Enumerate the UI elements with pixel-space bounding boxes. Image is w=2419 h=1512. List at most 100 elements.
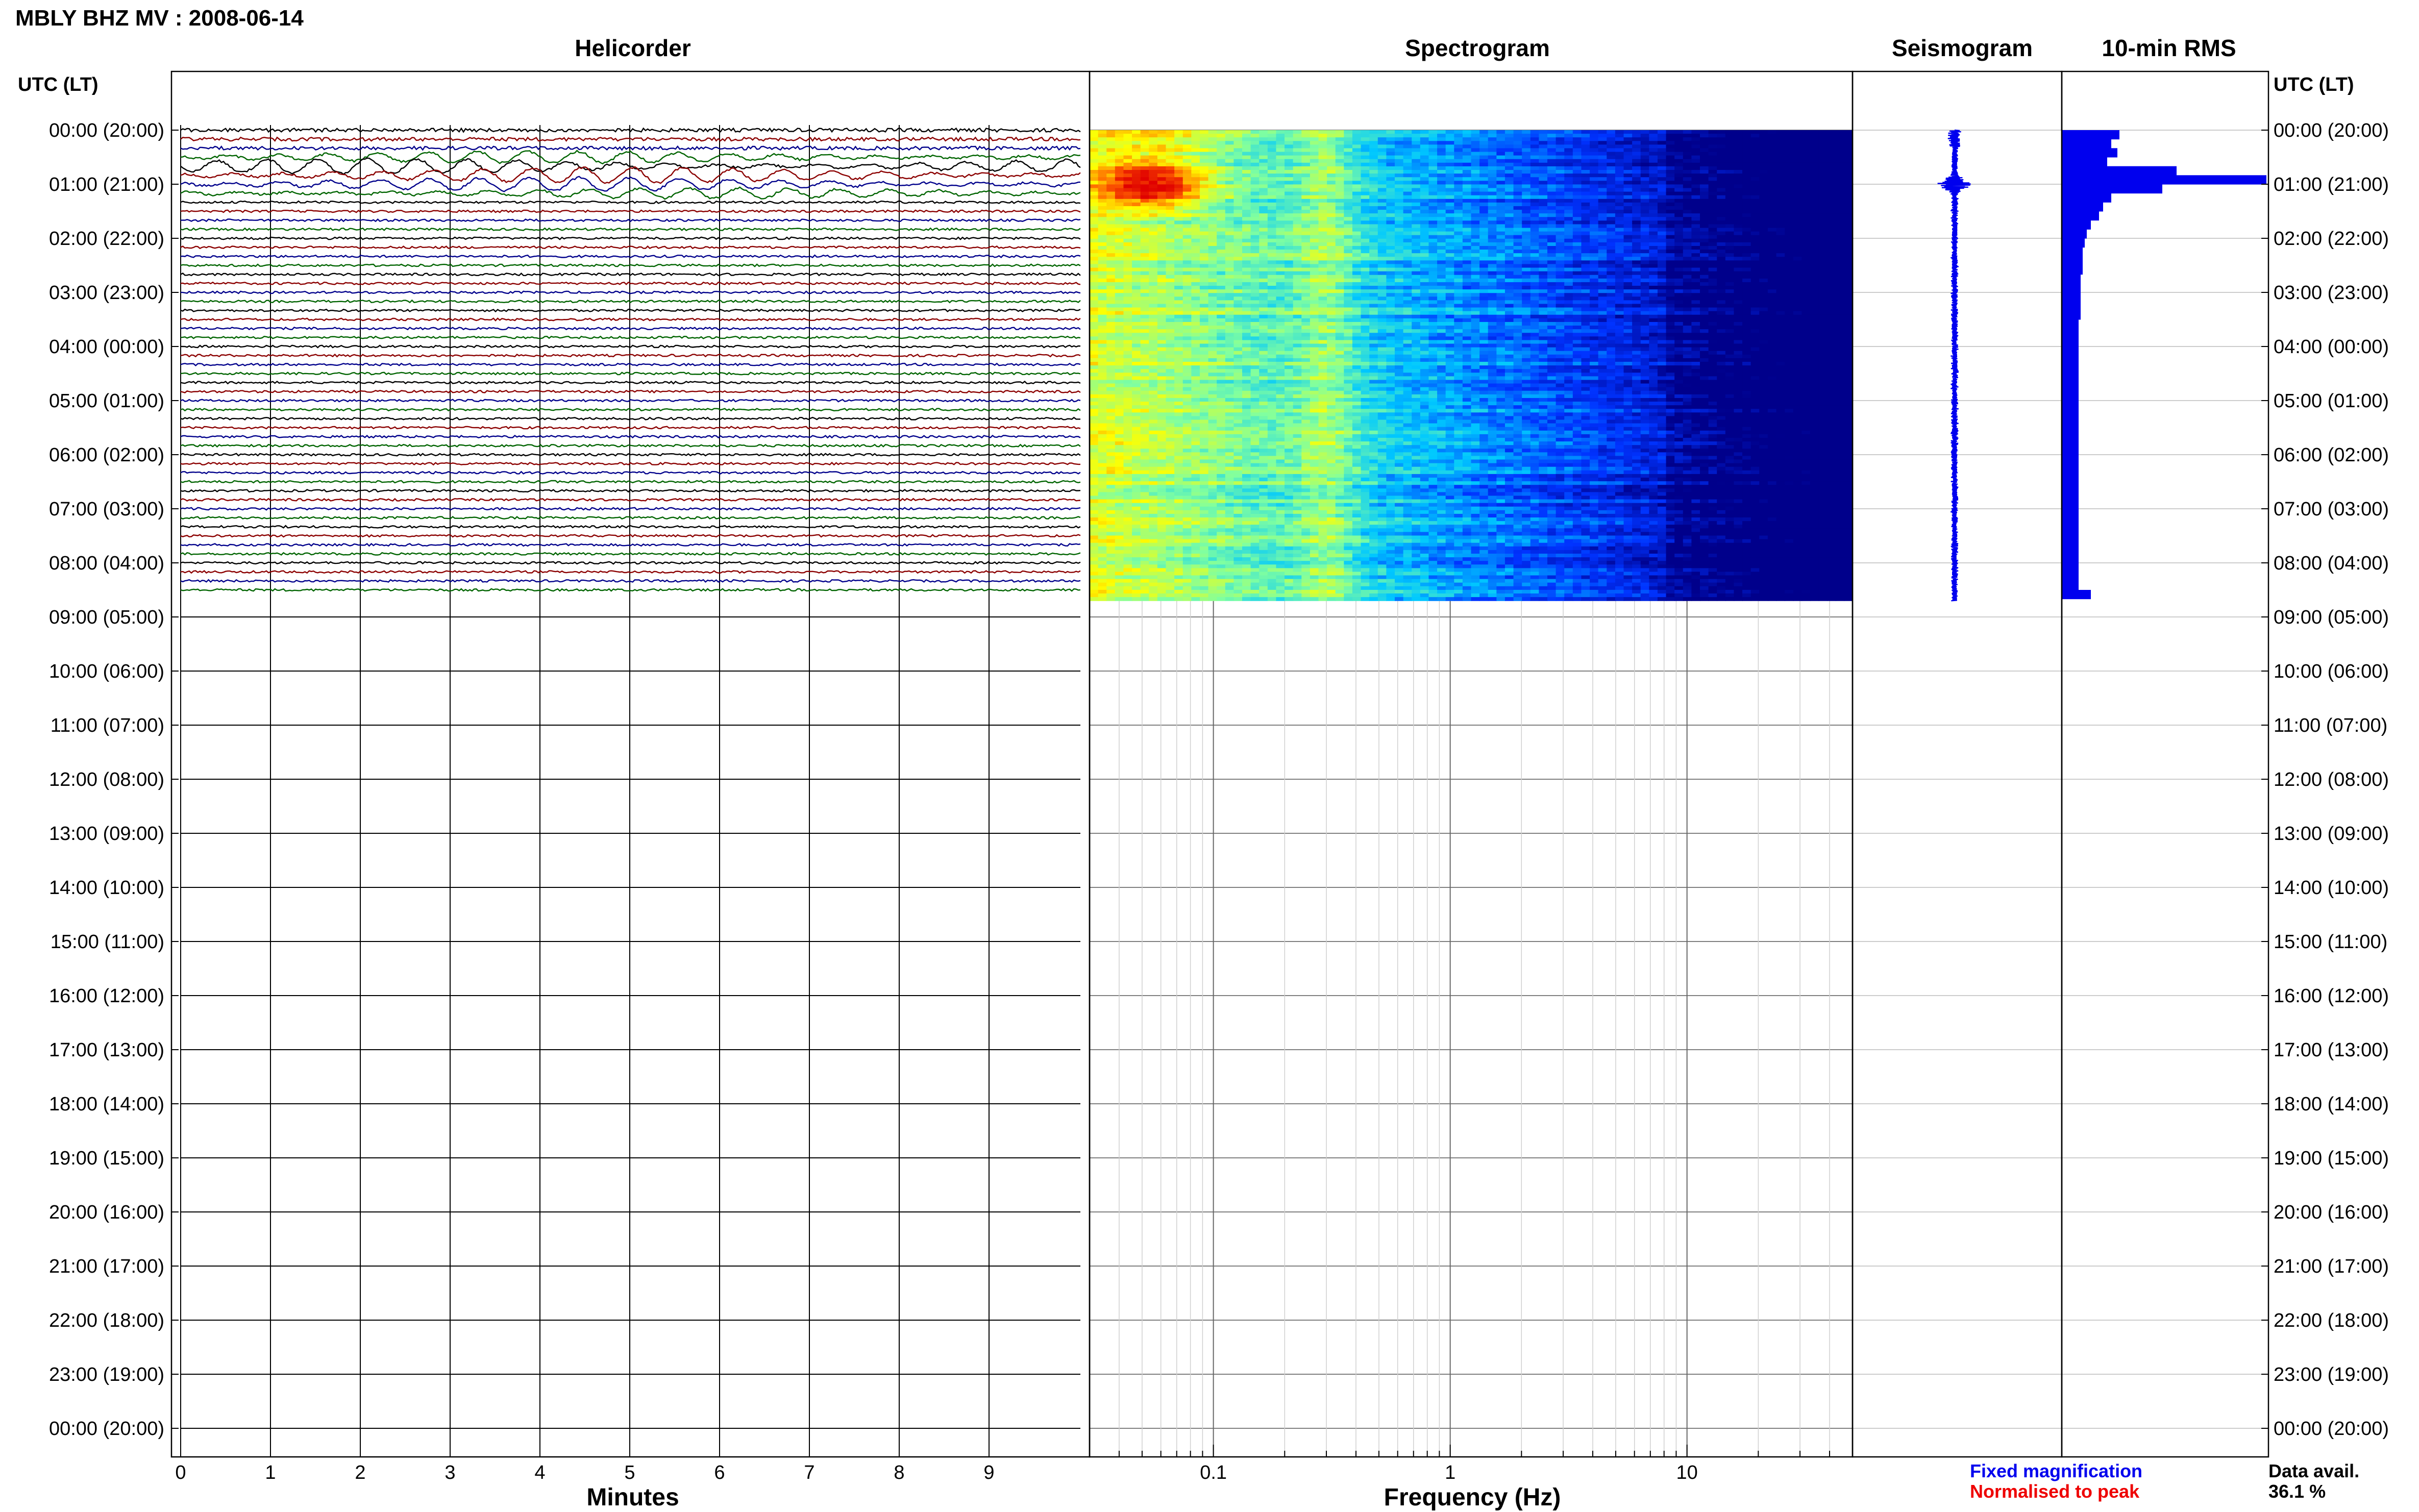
spectrogram-cell [1504,257,1514,261]
spectrogram-cell [1199,184,1209,189]
spectrogram-cell [1598,238,1608,243]
spectrogram-cell [1835,210,1845,214]
spectrogram-cell [1657,155,1667,160]
spectrogram-cell [1496,166,1505,170]
spectrogram-cell [1445,213,1455,217]
spectrogram-cell [1742,250,1751,254]
spectrogram-cell [1632,307,1641,312]
spectrogram-cell [1717,271,1726,276]
spectrogram-cell [1776,314,1785,319]
spectrogram-cell [1844,166,1853,170]
spectrogram-cell [1462,300,1472,305]
spectrogram-cell [1106,130,1116,134]
spectrogram-cell [1259,289,1268,293]
spectrogram-cell [1666,195,1675,200]
spectrogram-cell [1471,173,1480,178]
spectrogram-cell [1708,260,1718,265]
spectrogram-cell [1564,296,1573,301]
spectrogram-cell [1344,159,1353,163]
spectrogram-cell [1556,181,1565,185]
spectrogram-cell [1090,278,1099,283]
spectrogram-cell [1530,318,1540,323]
spectrogram-cell [1182,173,1192,178]
spectrogram-cell [1666,137,1675,141]
spectrogram-cell [1285,275,1294,279]
spectrogram-cell [1233,278,1243,283]
spectrogram-cell [1750,170,1760,174]
spectrogram-cell [1581,184,1590,189]
spectrogram-cell [1742,166,1751,170]
spectrogram-cell [1106,181,1116,185]
spectrogram-cell [1666,242,1675,246]
spectrogram-cell [1361,321,1370,326]
spectrogram-cell [1488,242,1497,246]
spectrogram-cell [1479,307,1489,312]
spectrogram-cell [1700,307,1709,312]
spectrogram-cell [1403,300,1413,305]
spectrogram-cell [1607,307,1616,312]
spectrogram-cell [1750,296,1760,301]
spectrogram-cell [1377,144,1387,149]
spectrogram-cell [1250,224,1260,229]
spectrogram-cell [1454,242,1463,246]
spectrogram-cell [1403,170,1413,174]
spectrogram-cell [1369,253,1378,257]
spectrogram-cell [1377,195,1387,200]
spectrogram-cell [1233,293,1243,297]
spectrogram-cell [1513,250,1522,254]
spectrogram-cell [1776,152,1785,156]
spectrogram-cell [1683,191,1692,196]
spectrogram-cell [1293,134,1302,138]
spectrogram-cell [1242,300,1251,305]
spectrogram-cell [1750,181,1760,185]
spectrogram-cell [1225,130,1235,134]
spectrogram-cell [1344,311,1353,315]
spectrogram-cell [1556,318,1565,323]
spectrogram-cell [1217,195,1226,200]
spectrogram-cell [1674,293,1684,297]
spectrogram-cell [1530,134,1540,138]
spectrogram-cell [1598,246,1608,250]
spectrogram-cell [1106,275,1116,279]
spectrogram-cell [1683,188,1692,192]
spectrogram-cell [1666,134,1675,138]
spectrogram-cell [1657,217,1667,221]
spectrogram-cell [1327,242,1336,246]
spectrogram-cell [1844,155,1853,160]
spectrogram-cell [1513,220,1522,225]
spectrogram-cell [1403,271,1413,276]
spectrogram-cell [1522,144,1531,149]
spectrogram-cell [1504,271,1514,276]
spectrogram-cell [1250,238,1260,243]
spectrogram-cell [1632,173,1641,178]
spectrogram-cell [1488,195,1497,200]
spectrogram-cell [1691,271,1700,276]
spectrogram-cell [1412,144,1421,149]
spectrogram-cell [1115,199,1124,203]
spectrogram-cell [1844,152,1853,156]
spectrogram-cell [1149,282,1158,286]
spectrogram-cell [1844,210,1853,214]
spectrogram-cell [1649,296,1658,301]
spectrogram-cell [1166,286,1175,290]
spectrogram-cell [1522,264,1531,268]
spectrogram-cell [1623,134,1633,138]
spectrogram-cell [1191,318,1200,323]
spectrogram-cell [1496,206,1505,210]
spectrogram-cell [1530,264,1540,268]
spectrogram-cell [1191,217,1200,221]
spectrogram-cell [1242,231,1251,236]
spectrogram-cell [1623,195,1633,200]
spectrogram-cell [1233,253,1243,257]
spectrogram-cell [1166,217,1175,221]
spectrogram-cell [1157,213,1167,217]
spectrogram-cell [1522,282,1531,286]
spectrogram-cell [1318,253,1327,257]
spectrogram-cell [1632,300,1641,305]
spectrogram-cell [1098,173,1107,178]
spectrogram-cell [1674,202,1684,207]
spectrogram-cell [1640,162,1650,167]
spectrogram-cell [1581,137,1590,141]
spectrogram-cell [1810,137,1819,141]
spectrogram-cell [1734,155,1743,160]
